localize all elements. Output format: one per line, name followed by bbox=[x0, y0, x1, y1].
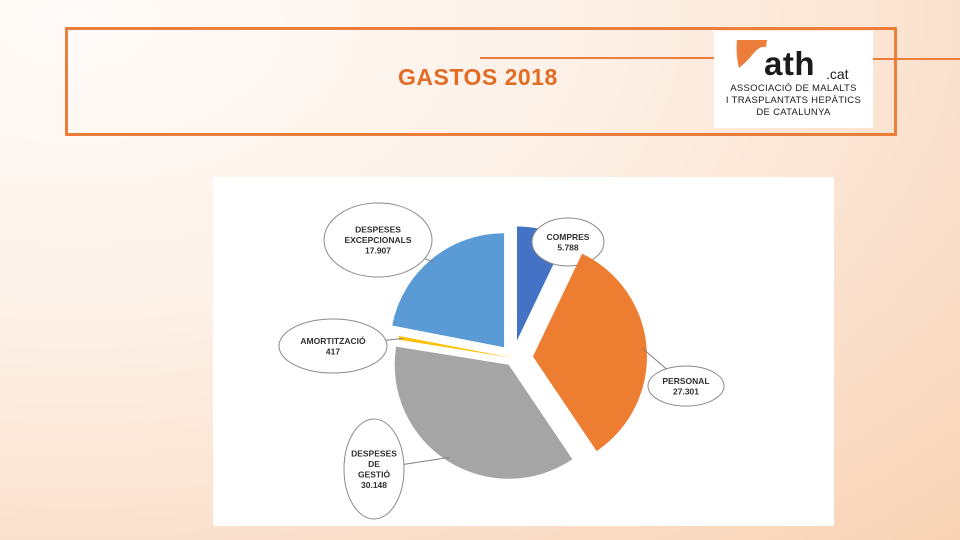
data-label-category: AMORTITZACIÓ bbox=[300, 335, 366, 346]
data-label-category: EXCEPCIONALS bbox=[344, 235, 411, 245]
ath-logo: ath .cat ASSOCIACIÓ DE MALALTS I TRASPLA… bbox=[714, 31, 873, 128]
data-label-value: 17.907 bbox=[365, 246, 391, 256]
callout-bubble bbox=[323, 202, 433, 278]
logo-tagline-line: ASSOCIACIÓ DE MALALTS bbox=[730, 83, 857, 94]
decorative-line-top bbox=[480, 57, 716, 59]
liver-logo-icon bbox=[736, 40, 767, 68]
pie-chart: COMPRES5.788PERSONAL27.301DESPESESDEGEST… bbox=[278, 202, 725, 520]
logo-tagline: ASSOCIACIÓ DE MALALTS I TRASPLANTATS HEP… bbox=[718, 83, 869, 119]
callout-bubble bbox=[343, 418, 405, 520]
data-label-value: 5.788 bbox=[557, 242, 579, 252]
data-label-value: 30.148 bbox=[361, 480, 387, 490]
callout-bubble bbox=[531, 217, 605, 267]
pie-slice-amortitzacio bbox=[398, 335, 512, 358]
logo-tagline-line: I TRASPLANTATS HEPÀTICS bbox=[725, 95, 862, 106]
chart-panel: COMPRES 5.788 PERSONAL 27.301 DESPESES DE GEST… bbox=[213, 177, 834, 526]
callout-leader bbox=[403, 456, 450, 465]
page-title: GASTOS 2018 bbox=[398, 64, 558, 90]
logo-suffix: .cat bbox=[826, 66, 849, 82]
data-label-category: GESTIÓ bbox=[358, 468, 391, 479]
data-label-category: DESPESES bbox=[355, 225, 401, 235]
data-label-value: 27.301 bbox=[673, 386, 699, 396]
callout-bubble bbox=[647, 365, 725, 407]
data-label-category: PERSONAL bbox=[662, 376, 709, 386]
data-label-category: DESPESES bbox=[351, 448, 397, 458]
data-label-category: DE bbox=[368, 459, 380, 469]
callout-leader bbox=[424, 258, 435, 263]
logo-tagline-line: DE CATALUNYA bbox=[756, 107, 831, 118]
pie-slice-personal bbox=[532, 253, 647, 452]
logo-wordmark: ath bbox=[764, 45, 815, 82]
callout-bubble bbox=[278, 318, 388, 374]
decorative-line-right bbox=[873, 58, 960, 60]
pie-slice-despeses-de-gestio bbox=[394, 346, 573, 479]
pie-slice-despeses-excepcionals bbox=[392, 233, 505, 348]
data-label-value: 417 bbox=[326, 346, 340, 356]
title-frame bbox=[65, 27, 897, 136]
callout-leader bbox=[642, 348, 667, 370]
callout-leader bbox=[385, 337, 403, 341]
data-label-category: COMPRES bbox=[547, 232, 590, 242]
